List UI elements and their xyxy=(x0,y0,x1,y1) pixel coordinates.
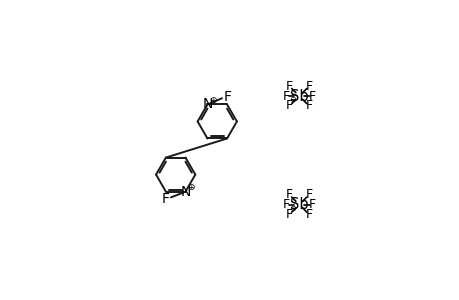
Text: F: F xyxy=(285,208,292,221)
Text: ⊖: ⊖ xyxy=(289,204,296,213)
Text: N: N xyxy=(180,184,190,199)
Text: F: F xyxy=(305,208,312,221)
Text: N: N xyxy=(202,98,212,112)
Text: F: F xyxy=(285,99,292,112)
Text: Sb: Sb xyxy=(289,88,308,104)
Text: F: F xyxy=(282,90,289,103)
Text: F: F xyxy=(285,80,292,93)
Text: F: F xyxy=(305,99,312,112)
Text: F: F xyxy=(305,188,312,202)
Text: F: F xyxy=(285,188,292,202)
Text: ⊖: ⊖ xyxy=(289,95,296,104)
Text: Sb: Sb xyxy=(289,197,308,212)
Text: ⊕: ⊕ xyxy=(186,183,194,192)
Text: F: F xyxy=(223,90,231,104)
Text: F: F xyxy=(305,80,312,93)
Text: F: F xyxy=(161,191,169,206)
Text: F: F xyxy=(282,198,289,211)
Text: ⊕: ⊕ xyxy=(208,96,216,105)
Text: F: F xyxy=(308,90,315,103)
Text: F: F xyxy=(308,198,315,211)
